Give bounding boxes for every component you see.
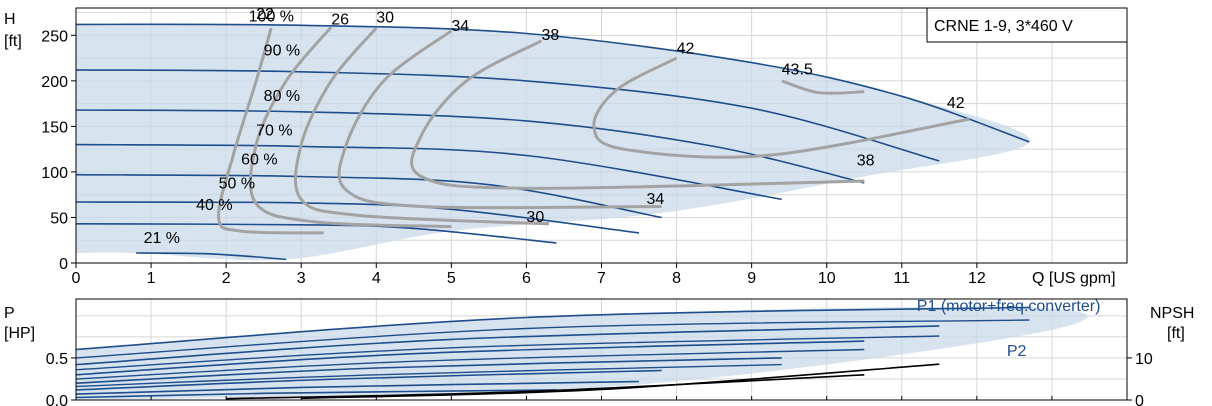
x-tick-label: 5 <box>447 270 456 287</box>
x-tick-label: 2 <box>222 270 231 287</box>
efficiency-curves <box>217 26 970 235</box>
head-curve <box>75 109 865 184</box>
p1-curve <box>75 380 640 395</box>
head-curve-label: 80 % <box>264 88 300 105</box>
npsh-axis-unit: [ft] <box>1167 325 1185 342</box>
x-tick-label: 0 <box>72 270 81 287</box>
y-tick-label: 50 <box>50 210 68 227</box>
power-axis-symbol: P <box>4 305 15 322</box>
efficiency-label: 38 <box>541 27 559 44</box>
head-curve <box>136 252 287 261</box>
power-y-tick-label: 0.5 <box>46 351 68 368</box>
head-curve-label: 50 % <box>219 175 255 192</box>
head-curve <box>75 201 640 234</box>
p1-curve <box>75 357 782 384</box>
x-tick-label: 11 <box>893 270 910 287</box>
npsh-curve <box>226 374 865 400</box>
npsh-curve <box>301 363 940 400</box>
efficiency-label: 38 <box>857 153 875 170</box>
p2-curves <box>75 319 1030 388</box>
head-chart: 100 %90 %80 %70 %60 %50 %40 %21 %22 26 30 3… <box>4 6 1128 287</box>
efficiency-curve <box>410 39 865 190</box>
y-tick-label: 200 <box>41 74 68 91</box>
model-label: CRNE 1-9, 3*460 V <box>934 18 1073 35</box>
efficiency-curve <box>217 27 324 235</box>
head-curve <box>75 143 782 201</box>
efficiency-curve <box>337 29 662 210</box>
p2-curve <box>75 363 782 388</box>
p1-curve <box>75 306 1030 351</box>
head-curve <box>75 69 940 162</box>
efficiency-label: 34 <box>647 191 665 208</box>
x-tick-label: 4 <box>372 270 381 287</box>
x-tick-label: 10 <box>818 270 836 287</box>
power-y-tick-label: 0.0 <box>46 393 68 406</box>
efficiency-curve <box>592 56 970 159</box>
curve-labels: 100 % 90 % 80 % 70 % 60 % 50 % 40 % 21 % 22 26 30 3… <box>144 6 965 247</box>
x-tick-label: 9 <box>747 270 756 287</box>
head-curve <box>75 23 1030 143</box>
p1-curve <box>75 369 662 391</box>
head-curve-label: 100 % <box>249 9 294 26</box>
x-tick-label: 8 <box>672 270 681 287</box>
efficiency-label: 30 <box>526 209 544 226</box>
x-tick-label: 6 <box>522 270 531 287</box>
efficiency-label: 43.5 <box>782 61 813 78</box>
flow-axis-label: Q [US gpm] <box>1032 270 1116 287</box>
head-curve-label: 40 % <box>196 197 232 214</box>
x-tick-label: 7 <box>597 270 606 287</box>
efficiency-label: 22 <box>256 6 274 23</box>
efficiency-label: 30 <box>376 10 394 27</box>
efficiency-label: 34 <box>451 18 469 35</box>
efficiency-label: 42 <box>677 41 695 58</box>
p1-curve <box>75 389 557 399</box>
y-tick-label: 150 <box>41 119 68 136</box>
p2-curve <box>75 348 865 380</box>
npsh-axis-symbol: NPSH <box>1150 305 1194 322</box>
p2-curve <box>75 335 940 371</box>
efficiency-label: 26 <box>331 11 349 28</box>
x-tick-label: 1 <box>147 270 156 287</box>
efficiency-curve <box>293 27 550 226</box>
x-tick-label: 3 <box>297 270 306 287</box>
head-curve-label: 90 % <box>264 42 300 59</box>
npsh-y-tick-label: 0 <box>1135 393 1144 406</box>
y-tick-label: 100 <box>41 165 68 182</box>
efficiency-curve <box>248 26 452 229</box>
head-curve-label: 21 % <box>144 230 180 247</box>
npsh-curves <box>226 363 940 400</box>
power-series-labels: P1 (motor+freq.converter) P2 <box>917 298 1101 360</box>
efficiency-curve <box>781 79 865 95</box>
x-tick-label: 12 <box>968 270 986 287</box>
p1-curves <box>75 306 1030 399</box>
p2-curve <box>75 319 1030 359</box>
head-curve <box>75 173 662 219</box>
head-curve-label: 60 % <box>241 152 277 169</box>
head-axis-unit: [ft] <box>4 33 22 50</box>
power-axis-unit: [HP] <box>4 325 35 342</box>
p1-curve <box>75 325 940 366</box>
y-tick-label: 0 <box>59 256 68 273</box>
npsh-y-tick-label: 10 <box>1135 351 1153 368</box>
series-label: P2 <box>1007 343 1027 360</box>
p1-curve <box>75 340 865 376</box>
power-axis-ticks: 0.0 0.5 0 10 <box>46 351 1153 406</box>
head-curve-label: 70 % <box>256 123 292 140</box>
model-label-box: CRNE 1-9, 3*460 V <box>926 7 1128 43</box>
head-axis-symbol: H <box>4 11 16 28</box>
y-tick-label: 250 <box>41 28 68 45</box>
efficiency-label: 42 <box>947 95 965 112</box>
series-label: P1 (motor+freq.converter) <box>917 298 1101 315</box>
